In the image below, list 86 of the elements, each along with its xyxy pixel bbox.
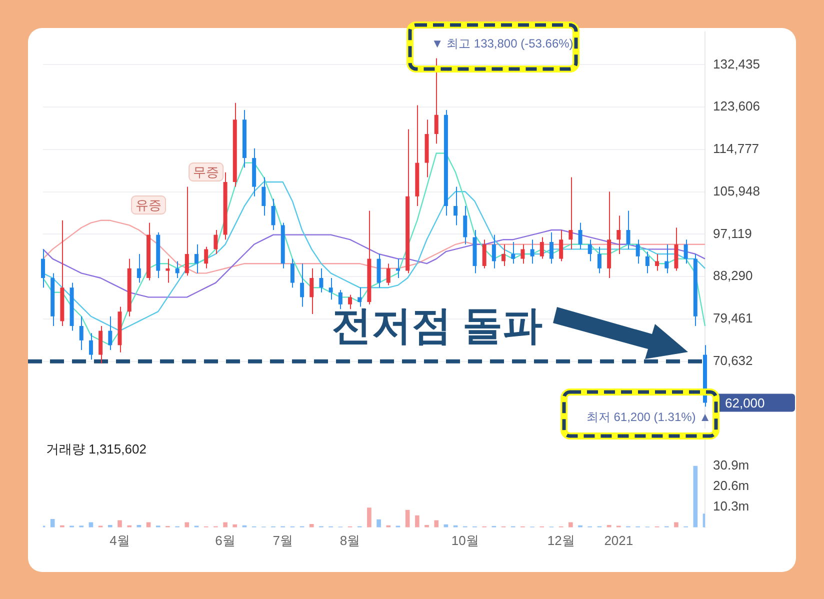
candlestick — [549, 232, 554, 264]
y-tick-label: 20.6m — [713, 478, 750, 493]
candlestick — [588, 239, 592, 262]
bar — [50, 519, 55, 528]
y-tick-label: 88,290 — [713, 268, 753, 284]
candlestick — [194, 244, 199, 274]
candlestick — [310, 268, 314, 314]
candlestick — [492, 234, 496, 269]
y-tick-label: 79,461 — [713, 310, 753, 326]
candlestick — [136, 253, 141, 284]
candlestick — [290, 258, 294, 288]
candlestick — [684, 239, 688, 264]
bar — [309, 524, 314, 528]
candlestick — [454, 186, 458, 226]
candlestick — [655, 253, 660, 272]
bar — [693, 466, 698, 528]
bar — [674, 522, 678, 528]
text: 62,000 — [725, 395, 765, 410]
candlestick — [482, 239, 486, 269]
candlestick — [319, 268, 324, 293]
bar — [405, 510, 410, 528]
bar — [415, 515, 420, 528]
candlestick — [41, 248, 45, 288]
candlestick — [166, 258, 170, 284]
candlestick — [520, 244, 525, 264]
y-tick-label: 123,606 — [713, 98, 760, 114]
candlestick — [108, 316, 112, 350]
candlestick — [664, 244, 669, 274]
candlestick — [88, 332, 93, 360]
y-tick-label: 132,435 — [713, 56, 760, 72]
candlestick — [328, 277, 333, 300]
annotation: 유증 — [136, 198, 162, 213]
annotation: 전저점 돌파 — [331, 304, 543, 348]
candlestick — [271, 198, 276, 230]
candlestick — [262, 176, 266, 216]
annotation: 무증 — [193, 164, 220, 180]
candlestick — [338, 289, 342, 310]
x-tick-label: 4월 — [110, 532, 130, 548]
annotation: 최저 61,200 (1.31%) ▲ — [586, 410, 711, 424]
bar — [367, 508, 372, 528]
candlestick — [175, 260, 180, 278]
candlestick — [540, 236, 544, 260]
candlestick — [578, 222, 582, 250]
candlestick — [396, 258, 400, 278]
y-tick-label: 70,632 — [713, 352, 753, 368]
candlestick — [463, 206, 468, 245]
candlestick — [616, 215, 621, 254]
candlestick — [626, 210, 630, 250]
candlestick — [597, 246, 602, 274]
y-tick-label: 114,777 — [713, 141, 760, 156]
candlestick — [98, 325, 103, 364]
x-tick-label: 10월 — [451, 532, 479, 548]
candlestick — [502, 244, 506, 266]
y-tick-label: 105,948 — [713, 183, 760, 198]
x-tick-label: 12월 — [547, 532, 575, 548]
candlestick — [674, 227, 678, 272]
candlestick — [559, 230, 564, 262]
candlestick — [636, 239, 640, 264]
y-tick-label: 30.9m — [713, 457, 750, 472]
bar — [118, 520, 122, 528]
x-tick-label: 7월 — [272, 532, 293, 548]
y-tick-label: 10.3m — [713, 498, 750, 514]
candlestick — [511, 242, 516, 264]
x-tick-label: 2021 — [604, 532, 634, 548]
candlestick — [358, 287, 362, 308]
annotation: 거래량 1,315,602 — [46, 441, 146, 456]
candlestick — [184, 186, 189, 276]
bar — [434, 520, 439, 528]
candlestick — [568, 176, 573, 250]
bar — [223, 522, 228, 528]
candlestick — [348, 294, 352, 310]
bar — [568, 522, 573, 528]
candlestick — [79, 316, 84, 350]
annotation: ▼ 최고 133,800 (-53.66%) — [431, 36, 574, 51]
candlestick — [645, 251, 650, 274]
candlestick — [386, 263, 390, 286]
candlestick — [530, 239, 534, 264]
x-tick-label: 8월 — [340, 532, 360, 548]
candlestick — [300, 263, 304, 308]
candlestick — [434, 58, 438, 144]
candlestick — [214, 230, 218, 254]
bar — [376, 519, 381, 528]
y-tick-label: 97,119 — [713, 226, 752, 241]
x-tick-label: 6월 — [215, 532, 236, 548]
candlestick — [204, 246, 208, 269]
candlestick — [376, 253, 381, 288]
